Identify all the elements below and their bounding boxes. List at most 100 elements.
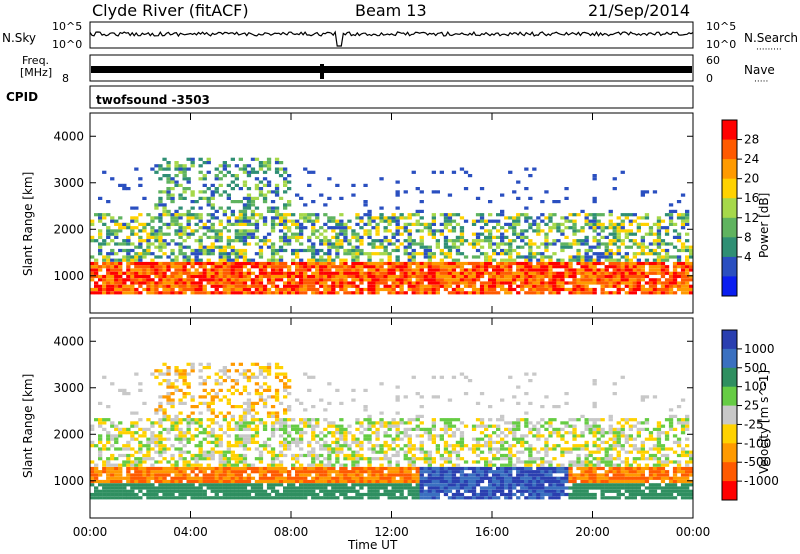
power-cell — [154, 287, 159, 292]
velocity-cell — [407, 486, 412, 490]
power-cell — [150, 265, 155, 269]
velocity-cell — [118, 470, 123, 474]
velocity-cell — [411, 476, 416, 480]
velocity-cell — [102, 486, 107, 490]
power-cell — [266, 209, 272, 213]
power-cell — [258, 239, 264, 243]
power-cell — [500, 193, 505, 197]
velocity-cell — [488, 489, 493, 493]
power-cell — [588, 265, 593, 269]
power-cell — [214, 216, 219, 220]
power-cell — [242, 167, 248, 171]
velocity-cell — [423, 476, 428, 480]
velocity-cell — [459, 486, 465, 490]
power-cell — [564, 265, 569, 269]
velocity-cell — [283, 447, 288, 451]
power-cell — [592, 268, 597, 272]
power-cell — [443, 268, 449, 272]
power-cell — [327, 284, 332, 288]
power-cell — [520, 278, 525, 282]
velocity-cell — [190, 463, 195, 467]
power-cell — [504, 258, 509, 262]
power-cell — [588, 278, 593, 282]
velocity-cell — [479, 444, 485, 448]
power-cell — [624, 216, 629, 220]
power-cell — [270, 284, 276, 288]
power-cell — [672, 274, 678, 279]
power-cell — [262, 274, 268, 279]
velocity-cell — [218, 460, 223, 464]
velocity-cell — [266, 362, 272, 366]
power-cell — [114, 278, 119, 282]
velocity-cell — [178, 375, 183, 379]
power-cell — [411, 213, 416, 217]
power-cell — [319, 239, 324, 243]
velocity-cell — [238, 421, 243, 425]
velocity-cell — [246, 375, 252, 379]
velocity-cell — [174, 424, 179, 428]
velocity-cell — [492, 463, 497, 467]
velocity-cell — [351, 463, 356, 467]
power-cell — [672, 255, 678, 259]
power-cell — [616, 216, 621, 220]
velocity-cell — [327, 479, 332, 484]
velocity-cell — [323, 440, 328, 444]
power-cell — [343, 248, 348, 253]
power-cell — [680, 248, 686, 253]
velocity-cell — [194, 457, 199, 461]
power-cell — [620, 268, 625, 272]
power-cell — [652, 268, 658, 272]
power-cell — [680, 213, 686, 217]
power-cell — [323, 229, 328, 233]
velocity-cell — [274, 483, 280, 487]
velocity-cell — [110, 437, 115, 441]
power-cell — [287, 180, 292, 184]
power-cell — [102, 239, 107, 243]
power-cell — [194, 222, 199, 226]
power-cell — [130, 268, 135, 272]
velocity-cell — [375, 492, 380, 497]
power-cell — [94, 258, 99, 262]
velocity-cell — [307, 466, 312, 471]
velocity-cell — [182, 372, 187, 376]
power-cell — [379, 239, 384, 243]
power-cell — [198, 177, 203, 181]
velocity-cell — [471, 473, 477, 477]
velocity-cell — [174, 418, 179, 422]
velocity-cell — [150, 424, 155, 428]
power-cell — [415, 268, 420, 272]
power-cell — [467, 278, 473, 282]
velocity-cell — [214, 395, 219, 399]
velocity-cell — [475, 479, 481, 484]
power-cell — [656, 242, 662, 246]
velocity-cell — [347, 447, 352, 451]
power-cell — [315, 235, 320, 239]
power-cell — [359, 226, 364, 230]
power-cell — [584, 271, 589, 275]
velocity-cell — [319, 463, 324, 467]
power-cell — [652, 278, 658, 282]
velocity-cell — [295, 460, 300, 464]
power-cell — [568, 242, 573, 246]
power-cell — [110, 232, 115, 236]
velocity-cell — [266, 450, 272, 454]
velocity-cell — [242, 479, 248, 484]
power-cell — [250, 235, 256, 239]
power-cell — [395, 258, 400, 262]
power-cell — [407, 281, 412, 285]
velocity-cell — [375, 450, 380, 454]
velocity-cell — [443, 418, 449, 422]
power-cell — [122, 248, 127, 253]
power-cell — [520, 245, 525, 249]
velocity-cell — [194, 479, 199, 484]
power-cell — [343, 232, 348, 236]
power-cell — [246, 261, 252, 266]
power-cell — [576, 258, 581, 262]
power-cell — [355, 245, 360, 249]
power-cell — [126, 265, 131, 269]
power-cell — [214, 235, 219, 239]
power-cell — [295, 287, 300, 292]
velocity-cell — [262, 375, 268, 379]
velocity-cell — [146, 440, 151, 444]
power-cell — [528, 291, 533, 295]
